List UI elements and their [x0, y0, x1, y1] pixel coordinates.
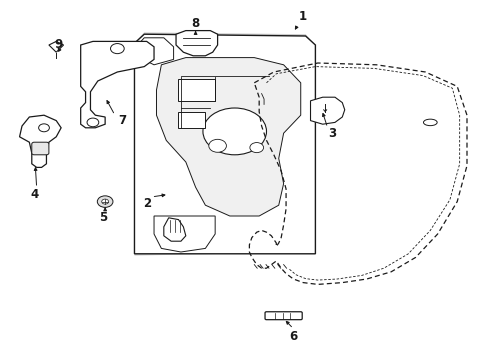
- Circle shape: [110, 44, 124, 54]
- Polygon shape: [134, 32, 315, 256]
- Circle shape: [203, 108, 266, 155]
- Text: 5: 5: [99, 211, 106, 224]
- Text: 1: 1: [299, 10, 306, 23]
- Circle shape: [102, 199, 108, 204]
- Text: 9: 9: [55, 39, 62, 51]
- Bar: [178, 79, 215, 101]
- Circle shape: [87, 118, 99, 127]
- Polygon shape: [49, 41, 63, 52]
- Circle shape: [97, 196, 113, 207]
- Polygon shape: [176, 31, 217, 56]
- Text: 7: 7: [118, 114, 126, 127]
- Circle shape: [39, 124, 49, 132]
- Text: 6: 6: [289, 330, 297, 343]
- Polygon shape: [163, 218, 185, 241]
- Polygon shape: [139, 38, 173, 65]
- Polygon shape: [310, 97, 344, 124]
- Polygon shape: [20, 115, 61, 167]
- Bar: [178, 112, 205, 128]
- Text: 4: 4: [30, 188, 38, 201]
- FancyBboxPatch shape: [264, 312, 302, 320]
- Circle shape: [208, 139, 226, 152]
- Circle shape: [249, 143, 263, 153]
- Text: 3: 3: [328, 127, 336, 140]
- Polygon shape: [81, 41, 154, 128]
- Text: 8: 8: [191, 17, 199, 30]
- Polygon shape: [134, 34, 315, 254]
- Text: 2: 2: [142, 197, 150, 210]
- Polygon shape: [154, 216, 215, 252]
- FancyBboxPatch shape: [32, 142, 49, 155]
- Polygon shape: [156, 58, 300, 216]
